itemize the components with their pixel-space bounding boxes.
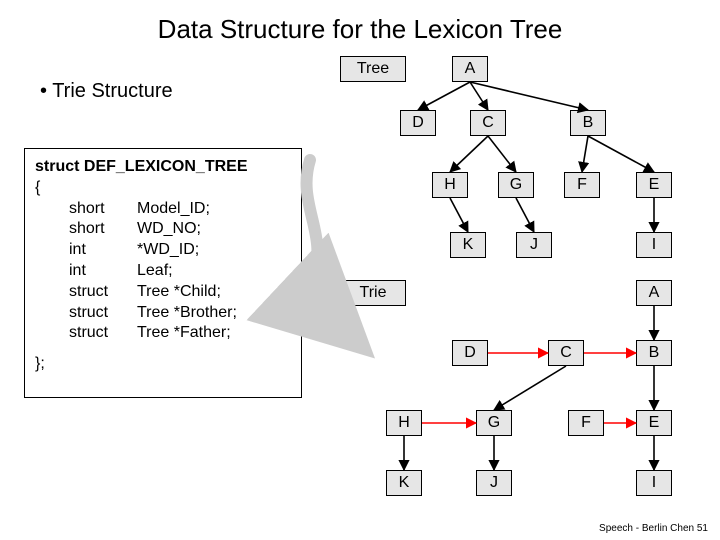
transition-arrow bbox=[307, 160, 350, 335]
tree-node-H: H bbox=[432, 172, 468, 198]
code-member-row: shortWD_NO; bbox=[35, 219, 291, 240]
trie-node-G: G bbox=[476, 410, 512, 436]
trie-node-H: H bbox=[386, 410, 422, 436]
struct-code-box: struct DEF_LEXICON_TREE { shortModel_ID;… bbox=[24, 148, 302, 398]
code-member-row: shortModel_ID; bbox=[35, 199, 291, 220]
code-type: int bbox=[69, 240, 137, 261]
tree-node-K: K bbox=[450, 232, 486, 258]
tree-node-C: C bbox=[470, 110, 506, 136]
code-member-row: structTree *Brother; bbox=[35, 303, 291, 324]
code-line-1: struct DEF_LEXICON_TREE bbox=[35, 158, 247, 175]
code-type: struct bbox=[69, 282, 137, 303]
code-member-row: int*WD_ID; bbox=[35, 240, 291, 261]
code-line-2: { bbox=[35, 178, 291, 199]
code-type: struct bbox=[69, 303, 137, 324]
trie-node-F: F bbox=[568, 410, 604, 436]
code-name: Tree *Brother; bbox=[137, 303, 237, 324]
trie-node-D: D bbox=[452, 340, 488, 366]
tree-node-G: G bbox=[498, 172, 534, 198]
bullet-trie-structure: • Trie Structure bbox=[40, 80, 173, 103]
tree-node-I: I bbox=[636, 232, 672, 258]
tree-node-A: A bbox=[452, 56, 488, 82]
code-line-end: }; bbox=[35, 354, 291, 375]
trie-label-box: Trie bbox=[340, 280, 406, 306]
trie-label: Trie bbox=[360, 284, 387, 302]
code-name: Leaf; bbox=[137, 261, 173, 282]
tree-node-J: J bbox=[516, 232, 552, 258]
code-name: WD_NO; bbox=[137, 219, 201, 240]
code-member-row: intLeaf; bbox=[35, 261, 291, 282]
tree-node-B: B bbox=[570, 110, 606, 136]
code-body: shortModel_ID;shortWD_NO;int*WD_ID;intLe… bbox=[35, 199, 291, 345]
tree-node-E: E bbox=[636, 172, 672, 198]
code-type: int bbox=[69, 261, 137, 282]
code-name: Model_ID; bbox=[137, 199, 210, 220]
tree-label-box: Tree bbox=[340, 56, 406, 82]
page-title: Data Structure for the Lexicon Tree bbox=[0, 14, 720, 45]
trie-node-K: K bbox=[386, 470, 422, 496]
code-member-row: structTree *Father; bbox=[35, 323, 291, 344]
code-member-row: structTree *Child; bbox=[35, 282, 291, 303]
code-type: short bbox=[69, 219, 137, 240]
trie-node-B: B bbox=[636, 340, 672, 366]
trie-node-J: J bbox=[476, 470, 512, 496]
tree-node-D: D bbox=[400, 110, 436, 136]
code-type: struct bbox=[69, 323, 137, 344]
tree-label: Tree bbox=[357, 60, 389, 78]
code-name: *WD_ID; bbox=[137, 240, 199, 261]
trie-node-A: A bbox=[636, 280, 672, 306]
trie-node-E: E bbox=[636, 410, 672, 436]
code-type: short bbox=[69, 199, 137, 220]
tree-node-F: F bbox=[564, 172, 600, 198]
trie-node-C: C bbox=[548, 340, 584, 366]
code-name: Tree *Child; bbox=[137, 282, 221, 303]
slide-footer: Speech - Berlin Chen 51 bbox=[599, 523, 708, 534]
code-name: Tree *Father; bbox=[137, 323, 231, 344]
trie-node-I: I bbox=[636, 470, 672, 496]
